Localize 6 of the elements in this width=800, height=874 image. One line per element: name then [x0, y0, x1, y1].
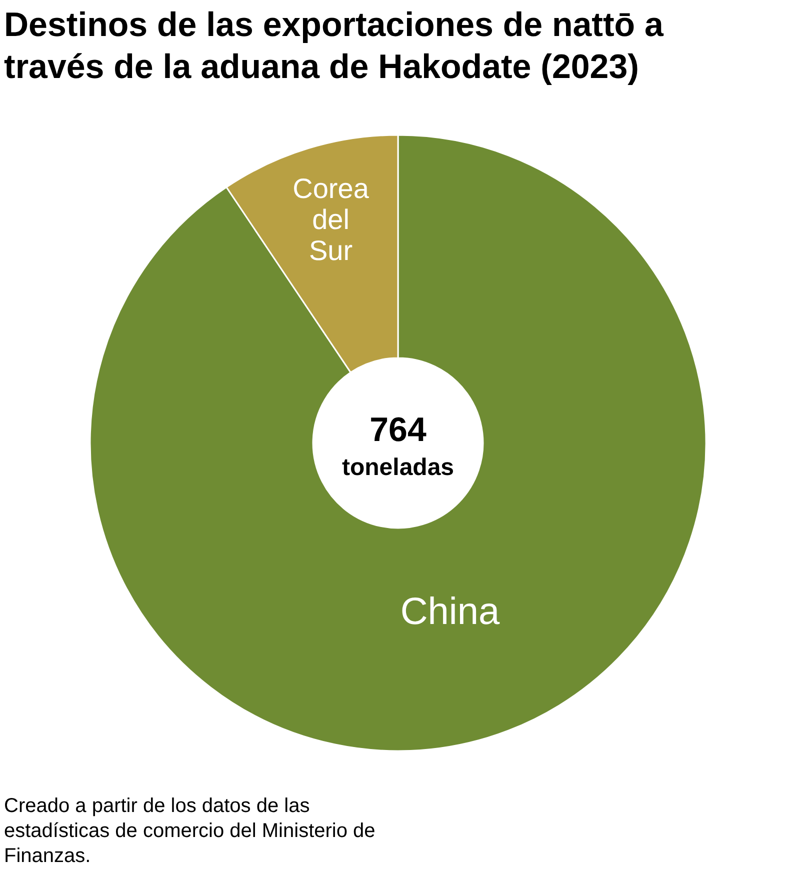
chart-title: Destinos de las exportaciones de nattō a través de la aduana de Hakodate (2023) [4, 6, 665, 86]
slice-label: China [400, 590, 500, 633]
text: Creado a partir de los datos de las estadísticas de comercio del Ministerio de Finanzas. [4, 795, 376, 867]
text: 764 toneladas [342, 411, 454, 481]
donut-slice [90, 134, 707, 752]
slice-label: Corea del Sur [292, 174, 370, 266]
